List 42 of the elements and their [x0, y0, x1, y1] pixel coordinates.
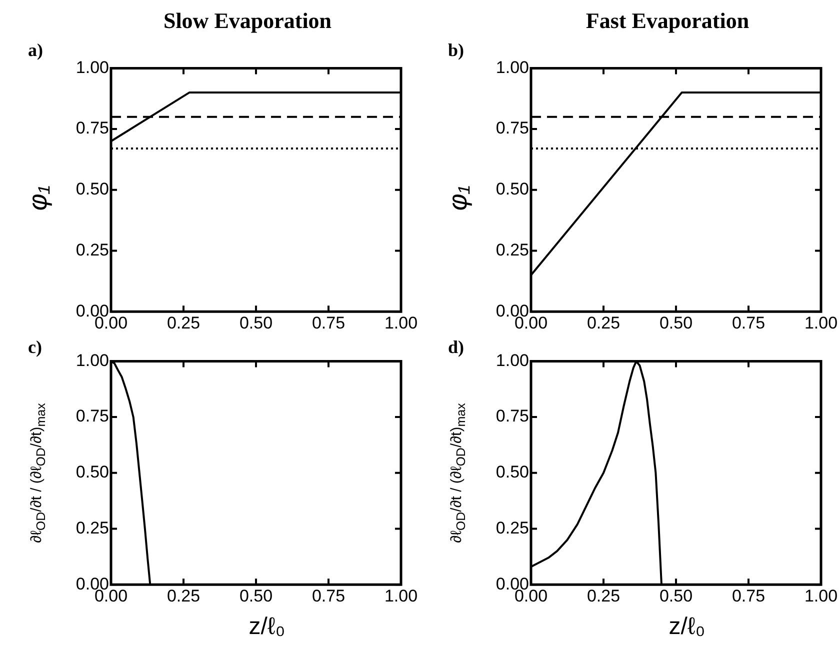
text: a) [28, 40, 43, 61]
x-tick-label: 0.25 [586, 586, 620, 606]
y-axis-title: φ₁ [22, 185, 54, 211]
y-tick-label: 0.50 [496, 462, 529, 482]
y-tick-label: 0.75 [496, 406, 529, 426]
y-tick-label: 1.00 [76, 350, 109, 370]
y-tick-label: 0.75 [76, 406, 109, 426]
x-tick-label: 1.00 [804, 313, 838, 332]
y-tick-label: 0.50 [76, 180, 109, 199]
x-tick-label: 1.00 [384, 313, 418, 332]
text: d) [448, 337, 464, 358]
x-tick-label: 0.25 [586, 313, 620, 332]
x-tick-label: 0.75 [732, 313, 766, 332]
x-tick-label: 0.25 [166, 313, 200, 332]
x-tick-label: 0.50 [659, 313, 693, 332]
x-tick-label: 0.75 [312, 313, 346, 332]
x-tick-label: 1.00 [384, 586, 418, 606]
x-tick-label: 0.50 [659, 586, 693, 606]
chart-title: Slow Evaporation [162, 8, 333, 34]
y-tick-label: 1.00 [496, 350, 529, 370]
y-tick-label: 1.00 [76, 58, 109, 77]
y-tick-label: 0.25 [76, 240, 109, 260]
y-tick-label: 0.75 [496, 118, 529, 138]
x-tick-label: 0.75 [312, 586, 346, 606]
y-tick-label: 0.25 [496, 240, 529, 260]
x-axis-title: z/ℓ₀ [668, 613, 706, 641]
y-tick-label: 0.75 [76, 118, 109, 138]
y-tick-label: 0.50 [76, 462, 109, 482]
y-tick-label: 0.50 [496, 180, 529, 199]
x-tick-label: 1.00 [804, 586, 838, 606]
y-tick-label: 0.25 [496, 518, 529, 538]
chart-title: Fast Evaporation [584, 8, 750, 34]
x-tick-label: 0.50 [239, 313, 273, 332]
y-tick-label: 0.25 [76, 518, 109, 538]
x-tick-label: 0.50 [239, 586, 273, 606]
x-tick-label: 0.25 [166, 586, 200, 606]
x-axis-title: z/ℓ₀ [248, 613, 286, 641]
x-tick-label: 0.75 [732, 586, 766, 606]
text: b) [448, 40, 464, 61]
y-axis-title: φ₁ [442, 185, 474, 211]
text: c) [28, 337, 42, 358]
y-tick-label: 1.00 [496, 58, 529, 77]
